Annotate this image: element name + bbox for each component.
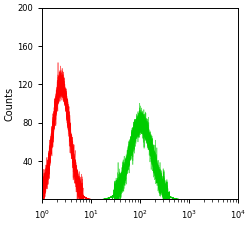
Y-axis label: Counts: Counts: [4, 86, 14, 121]
